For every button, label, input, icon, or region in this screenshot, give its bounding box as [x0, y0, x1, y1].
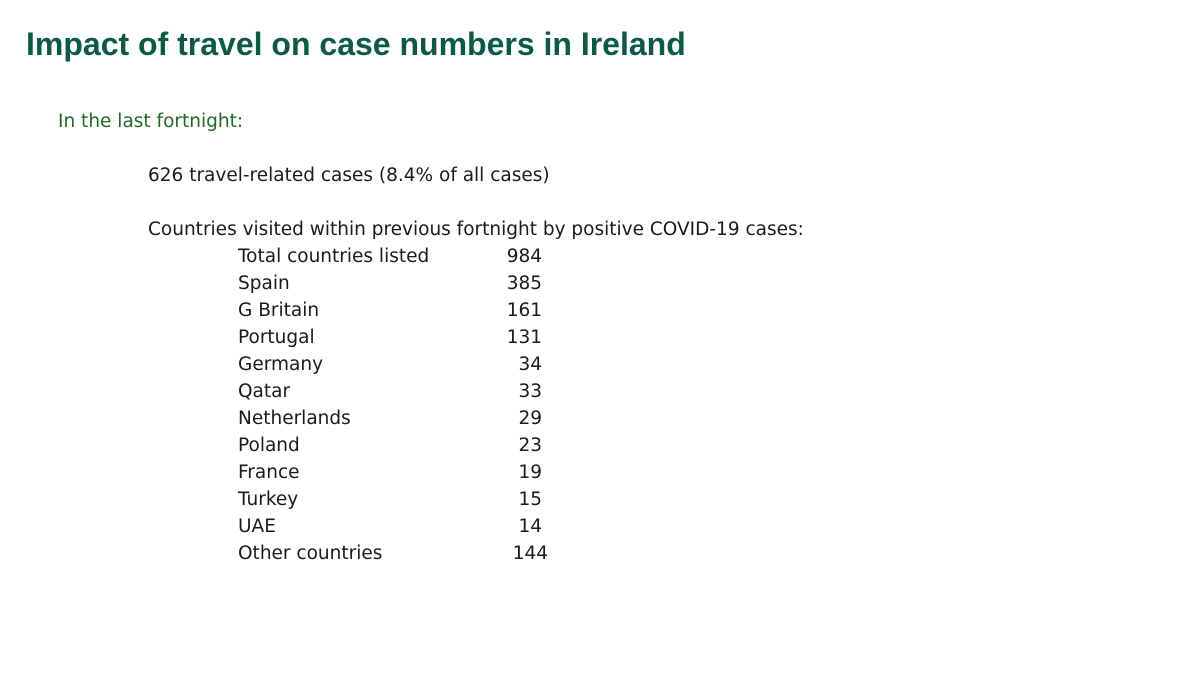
country-count: 33	[518, 381, 542, 402]
country-count: 161	[506, 300, 542, 321]
travel-cases-summary: 626 travel-related cases (8.4% of all ca…	[148, 165, 550, 186]
country-count: 144	[512, 543, 548, 564]
slide-title: Impact of travel on case numbers in Irel…	[26, 26, 686, 62]
country-row-spain: Spain 385	[238, 270, 568, 297]
country-name: Turkey	[238, 489, 299, 510]
country-row-other: Other countries 144	[238, 540, 568, 567]
country-row-total: Total countries listed 984	[238, 243, 568, 270]
country-count: 14	[518, 516, 542, 537]
country-name: Netherlands	[238, 408, 351, 429]
country-row-qatar: Qatar 33	[238, 378, 568, 405]
country-name: UAE	[238, 516, 276, 537]
country-name: Total countries listed	[238, 246, 430, 267]
country-name: Spain	[238, 273, 290, 294]
country-name: Germany	[238, 354, 324, 375]
country-name: Other countries	[238, 543, 383, 564]
country-count: 984	[506, 246, 542, 267]
country-name: Qatar	[238, 381, 291, 402]
country-name: France	[238, 462, 300, 483]
country-name: Poland	[238, 435, 300, 456]
period-label: In the last fortnight:	[58, 111, 244, 132]
country-count: 15	[518, 489, 542, 510]
country-table: Total countries listed 984 Spain 385 G B…	[238, 243, 568, 567]
country-count: 385	[506, 273, 542, 294]
country-row-uae: UAE 14	[238, 513, 568, 540]
country-count: 131	[506, 327, 542, 348]
country-name: Portugal	[238, 327, 315, 348]
country-row-france: France 19	[238, 459, 568, 486]
country-row-netherlands: Netherlands 29	[238, 405, 568, 432]
country-count: 23	[518, 435, 542, 456]
country-row-germany: Germany 34	[238, 351, 568, 378]
country-name: G Britain	[238, 300, 320, 321]
country-count: 34	[518, 354, 542, 375]
country-row-g-britain: G Britain 161	[238, 297, 568, 324]
country-row-turkey: Turkey 15	[238, 486, 568, 513]
country-row-portugal: Portugal 131	[238, 324, 568, 351]
country-count: 29	[518, 408, 542, 429]
countries-heading: Countries visited within previous fortni…	[148, 219, 804, 240]
country-count: 19	[518, 462, 542, 483]
country-row-poland: Poland 23	[238, 432, 568, 459]
